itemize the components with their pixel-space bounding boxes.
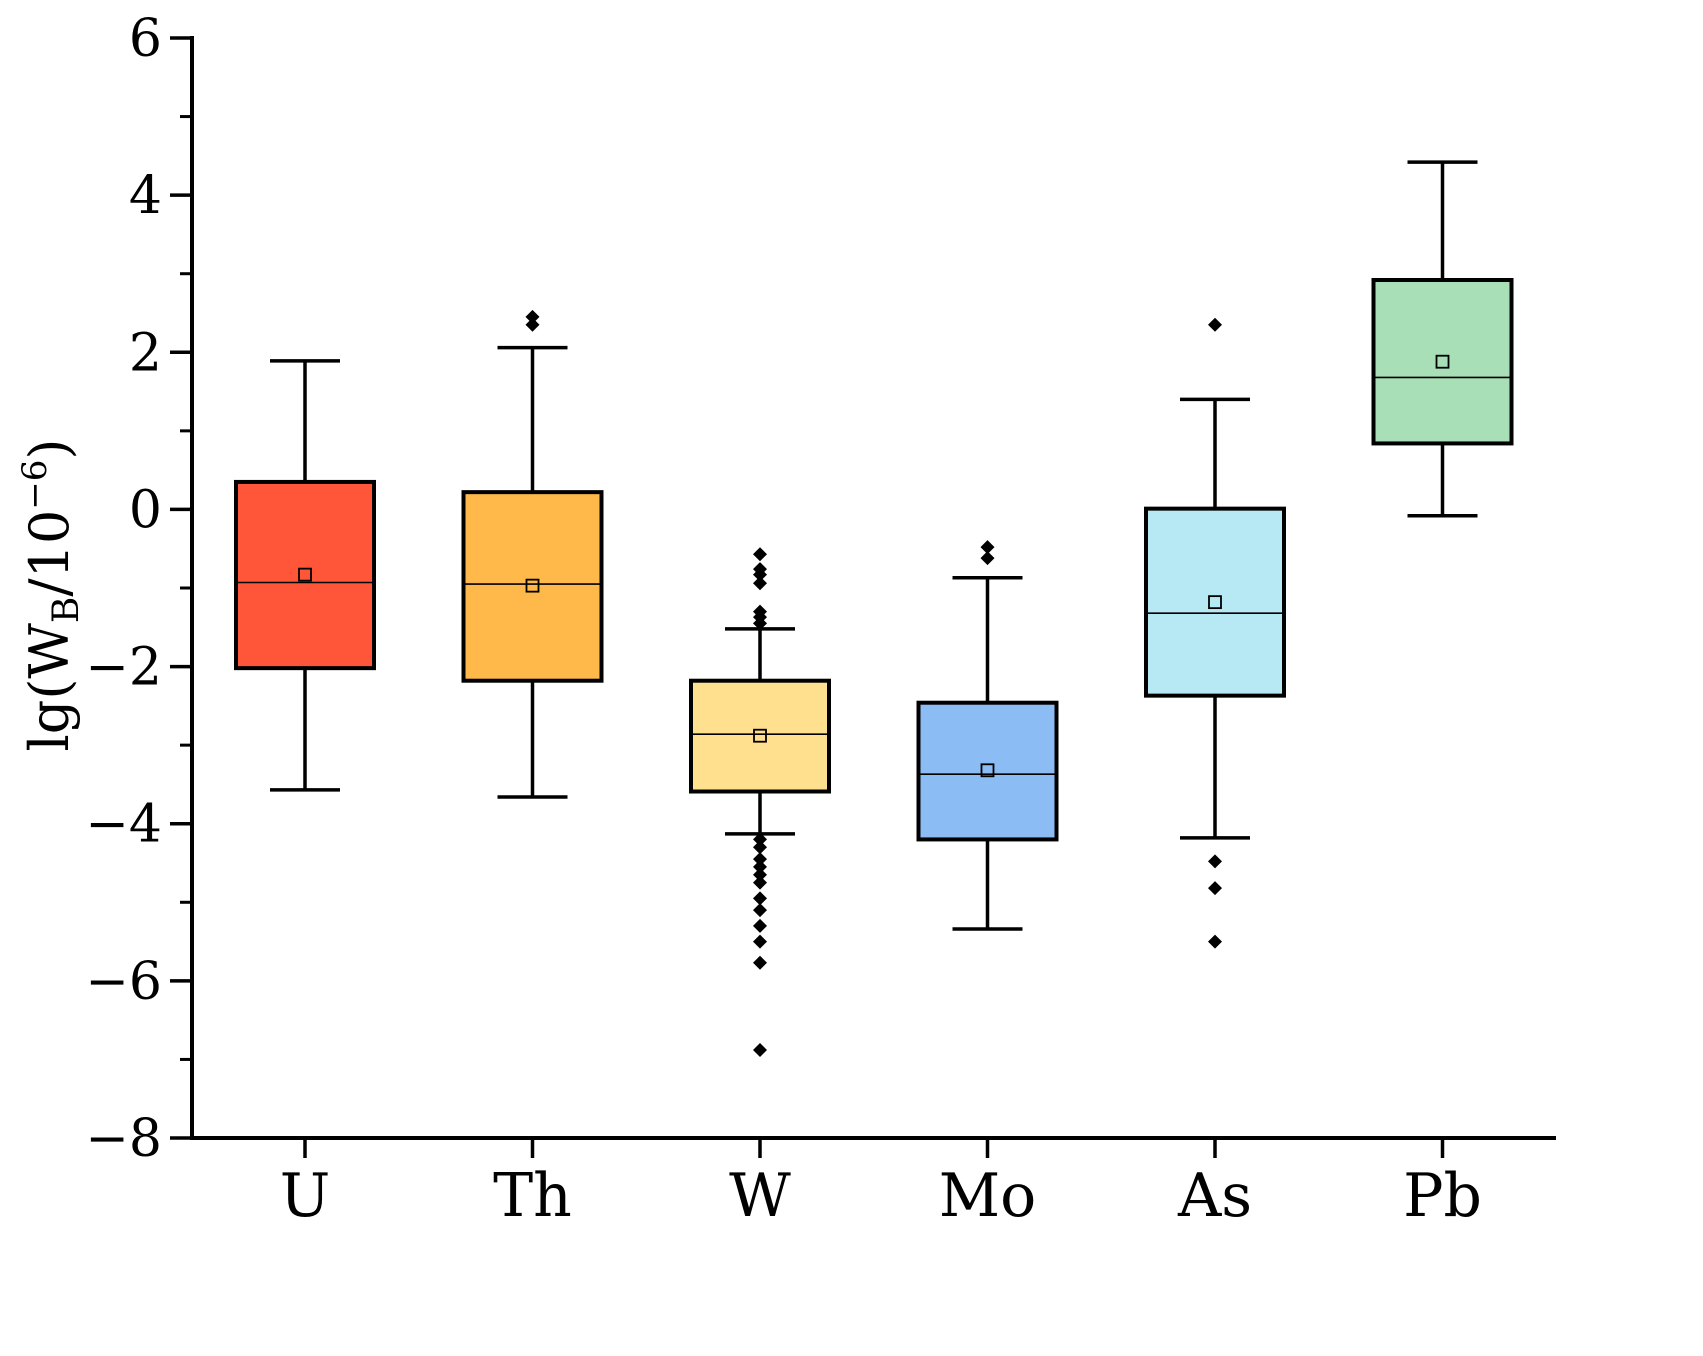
- box-group-w: [689, 547, 831, 1057]
- box-group-mo: [916, 540, 1059, 931]
- outlier-point: [1208, 854, 1222, 869]
- y-axis-title-prefix: lg(W: [18, 623, 81, 752]
- outlier-point: [753, 547, 767, 562]
- outlier-point: [1208, 317, 1222, 332]
- box-group-as: [1144, 317, 1286, 949]
- outlier-point: [753, 616, 767, 631]
- box-group-u: [234, 359, 376, 792]
- y-axis-title: lg(WB/10−6): [15, 439, 87, 752]
- x-tick-label: Pb: [1403, 1161, 1482, 1231]
- iqr-box: [916, 700, 1059, 842]
- x-tick-label: Th: [493, 1161, 572, 1231]
- y-tick-label: 2: [129, 323, 162, 383]
- mean-marker: [525, 578, 540, 593]
- mean-marker: [1208, 595, 1222, 610]
- outlier-point: [753, 1043, 767, 1057]
- x-tick-label: Mo: [939, 1161, 1037, 1231]
- outlier-point: [753, 840, 767, 855]
- outlier-point: [753, 875, 767, 890]
- outlier-point: [525, 309, 540, 324]
- outlier-point: [1208, 934, 1222, 949]
- iqr-box: [461, 490, 604, 683]
- y-tick-label: 4: [129, 166, 162, 226]
- mean-marker: [753, 728, 767, 743]
- y-axis-title-close: ): [18, 439, 81, 460]
- outlier-point: [753, 867, 767, 882]
- outlier-point: [753, 955, 767, 970]
- x-axis: U Th W Mo As Pb: [190, 1136, 1556, 1231]
- y-tick-label: −8: [85, 1109, 162, 1169]
- y-tick-label: −2: [85, 638, 162, 698]
- outlier-point: [753, 891, 767, 906]
- outlier-point: [753, 934, 767, 949]
- iqr-box: [689, 678, 831, 794]
- outlier-point: [1208, 881, 1222, 896]
- outlier-point: [753, 859, 767, 874]
- x-tick-label: W: [729, 1161, 791, 1231]
- outlier-point: [753, 903, 767, 918]
- y-tick-label: 6: [129, 9, 162, 69]
- x-tick-label: As: [1177, 1161, 1252, 1231]
- y-axis-title-superscript: −6: [15, 460, 55, 510]
- y-axis: −8 −6 −4 −2 0 2 4 6: [85, 9, 194, 1169]
- outlier-point: [753, 918, 767, 933]
- outlier-point: [753, 576, 767, 591]
- box-group-pb: [1371, 160, 1514, 518]
- iqr-box: [234, 479, 376, 671]
- y-tick-label: −4: [85, 795, 162, 855]
- y-axis-title-suffix: /10: [18, 510, 81, 597]
- outlier-point: [753, 832, 767, 847]
- outlier-point: [980, 551, 995, 566]
- iqr-box: [1144, 506, 1286, 698]
- outlier-point: [525, 317, 540, 332]
- mean-marker: [980, 763, 995, 778]
- x-tick-label: U: [280, 1161, 331, 1231]
- outlier-point: [753, 567, 767, 582]
- mean-marker: [298, 567, 312, 582]
- y-tick-label: −6: [85, 952, 162, 1012]
- y-axis-title-subscript: B: [46, 597, 87, 623]
- outlier-point: [980, 540, 995, 555]
- outlier-point: [753, 852, 767, 867]
- box-series: [234, 160, 1514, 1057]
- y-tick-label: 0: [129, 480, 162, 540]
- iqr-box: [1371, 278, 1514, 446]
- box-group-th: [461, 309, 604, 799]
- mean-marker: [1435, 354, 1450, 369]
